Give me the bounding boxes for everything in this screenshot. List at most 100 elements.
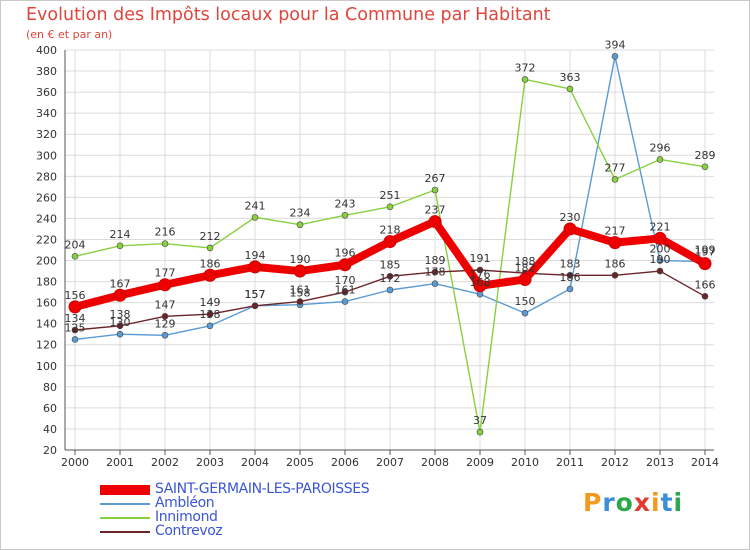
data-label: 182 xyxy=(515,261,536,274)
data-point xyxy=(608,236,622,250)
data-point xyxy=(68,300,82,314)
data-label: 129 xyxy=(155,317,176,330)
legend-label-contrevoz: Contrevoz xyxy=(155,523,223,539)
data-point xyxy=(566,85,574,93)
data-point xyxy=(386,203,394,211)
data-point xyxy=(293,264,307,278)
data-label: 161 xyxy=(290,284,311,297)
logo-letter: i xyxy=(673,488,684,517)
chart-subtitle: (en € et par an) xyxy=(26,28,113,41)
y-tick-label: 60 xyxy=(43,402,57,415)
data-label: 199 xyxy=(695,244,716,257)
data-label: 176 xyxy=(470,268,491,281)
data-point xyxy=(653,231,667,245)
data-label: 214 xyxy=(110,228,131,241)
data-label: 296 xyxy=(650,141,671,154)
data-point xyxy=(161,313,169,320)
data-point xyxy=(656,257,664,264)
data-label: 230 xyxy=(560,211,581,224)
data-point xyxy=(698,257,712,271)
data-label: 150 xyxy=(515,295,536,308)
data-label: 186 xyxy=(200,257,221,270)
data-label: 177 xyxy=(155,267,176,280)
x-tick-label: 2006 xyxy=(331,456,359,469)
data-label: 168 xyxy=(470,276,491,289)
data-point xyxy=(296,221,304,229)
data-label: 277 xyxy=(605,161,626,174)
data-point xyxy=(338,258,352,272)
logo-letter: x xyxy=(633,488,651,517)
data-point xyxy=(428,215,442,229)
y-tick-label: 80 xyxy=(43,381,57,394)
data-label: 237 xyxy=(425,204,446,217)
logo-letter: o xyxy=(615,488,634,517)
data-label: 191 xyxy=(470,252,491,265)
data-point xyxy=(611,176,619,183)
y-tick-label: 20 xyxy=(43,444,57,457)
y-tick-label: 100 xyxy=(36,360,57,373)
legend-item-saint-germain: SAINT-GERMAIN-LES-PAROISSES xyxy=(100,481,430,498)
x-tick-label: 2010 xyxy=(511,456,539,469)
x-tick-label: 2008 xyxy=(421,456,449,469)
x-tick-label: 2003 xyxy=(196,456,224,469)
data-point xyxy=(341,298,349,305)
data-point xyxy=(116,322,124,330)
data-point xyxy=(383,235,397,249)
data-label: 130 xyxy=(110,316,131,329)
legend-swatch-innimond xyxy=(100,517,150,519)
data-point xyxy=(386,273,394,280)
data-label: 234 xyxy=(290,207,311,220)
data-point xyxy=(113,288,127,302)
legend-swatch-contrevoz xyxy=(100,531,150,533)
data-point xyxy=(611,53,619,60)
chart-title: Evolution des Impôts locaux pour la Comm… xyxy=(26,5,551,25)
data-label: 221 xyxy=(650,220,671,233)
legend-label-saint-germain: SAINT-GERMAIN-LES-PAROISSES xyxy=(155,481,370,497)
data-label: 147 xyxy=(155,298,176,311)
data-point xyxy=(251,302,259,310)
legend-item-ambleon: Ambléon xyxy=(100,495,430,512)
data-label: 217 xyxy=(605,225,626,238)
data-label: 134 xyxy=(65,312,86,325)
data-label: 170 xyxy=(335,274,356,287)
y-tick-label: 300 xyxy=(36,149,57,162)
data-label: 156 xyxy=(65,289,86,302)
data-label: 125 xyxy=(65,321,86,334)
data-label: 161 xyxy=(335,284,356,297)
data-label: 212 xyxy=(200,230,221,243)
x-tick-label: 2012 xyxy=(601,456,629,469)
data-label: 186 xyxy=(560,271,581,284)
data-label: 204 xyxy=(65,238,86,251)
data-label: 197 xyxy=(695,246,716,259)
data-point xyxy=(161,331,169,339)
y-tick-label: 340 xyxy=(36,107,57,120)
data-point xyxy=(161,240,169,247)
data-point xyxy=(656,267,664,275)
data-point xyxy=(473,279,487,293)
data-label: 185 xyxy=(380,258,401,271)
data-label: 267 xyxy=(425,172,446,185)
data-point xyxy=(251,214,259,221)
data-label: 157 xyxy=(245,288,266,301)
data-label: 289 xyxy=(695,149,716,162)
data-point xyxy=(476,428,484,436)
data-label: 218 xyxy=(380,224,401,237)
data-point xyxy=(71,253,79,260)
data-label: 188 xyxy=(515,255,536,268)
data-label: 251 xyxy=(380,189,401,202)
data-point xyxy=(521,309,529,317)
y-tick-label: 180 xyxy=(36,276,57,289)
data-point xyxy=(71,336,79,343)
data-label: 394 xyxy=(605,38,626,51)
y-tick-label: 320 xyxy=(36,128,57,141)
y-tick-label: 400 xyxy=(36,44,57,57)
data-point xyxy=(116,330,124,338)
y-tick-label: 360 xyxy=(36,86,57,99)
data-label: 241 xyxy=(245,199,266,212)
data-point xyxy=(563,222,577,236)
data-label: 194 xyxy=(245,249,266,262)
data-label: 200 xyxy=(650,243,671,256)
data-point xyxy=(341,211,349,219)
y-tick-label: 40 xyxy=(43,423,57,436)
